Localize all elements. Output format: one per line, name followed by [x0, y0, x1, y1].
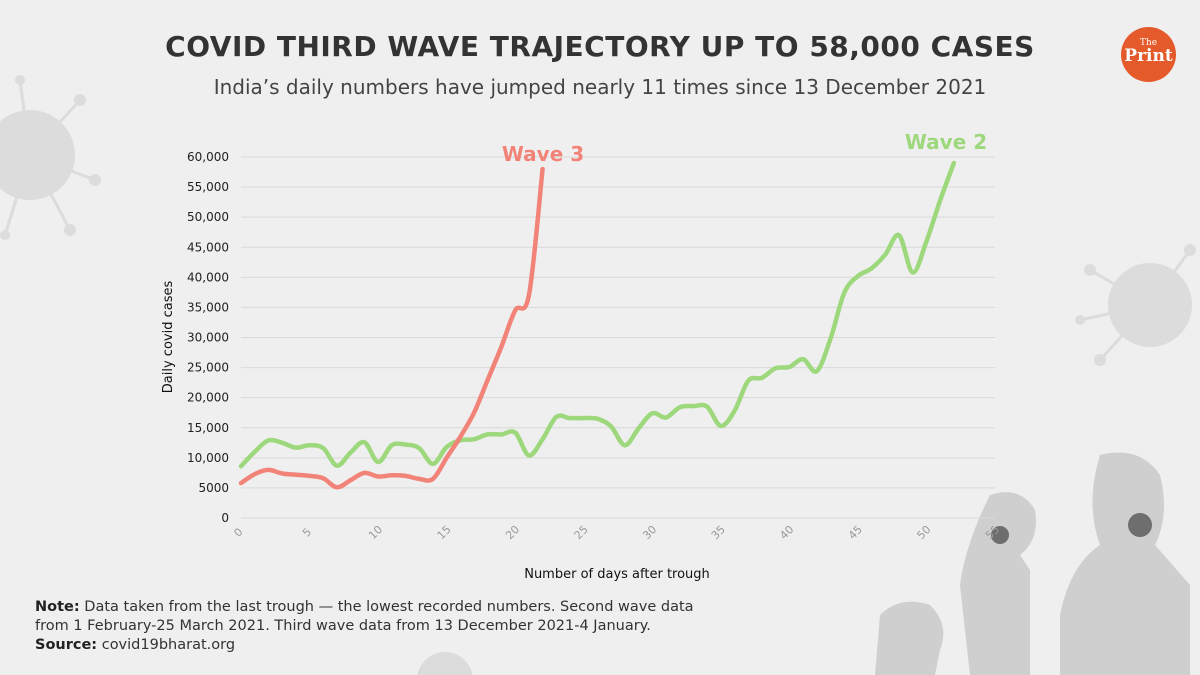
wave-2-label: Wave 2 — [905, 130, 987, 154]
x-tick-label: 25 — [572, 523, 591, 542]
x-tick-label: 40 — [777, 523, 796, 542]
y-tick-label: 25,000 — [187, 361, 229, 375]
source-label: Source: — [35, 637, 98, 653]
logo-the-text: The — [1139, 38, 1158, 48]
source-line: Source: covid19bharat.org — [35, 636, 835, 655]
x-tick-label: 0 — [231, 525, 245, 539]
x-tick-label: 15 — [435, 523, 454, 542]
y-tick-label: 10,000 — [187, 451, 229, 465]
x-tick-label: 20 — [503, 523, 522, 542]
source-text: covid19bharat.org — [97, 637, 236, 653]
virus-decoration-bottom — [417, 652, 473, 675]
x-tick-label: 5 — [300, 525, 314, 539]
x-tick-label: 55 — [983, 523, 1002, 542]
y-tick-label: 15,000 — [187, 421, 229, 435]
y-tick-label: 55,000 — [187, 180, 229, 194]
chart-title: COVID THIRD WAVE TRAJECTORY UP TO 58,000… — [165, 30, 1035, 63]
virus-decoration-left — [0, 75, 101, 240]
x-tick-label: 50 — [914, 523, 933, 542]
y-tick-label: 20,000 — [187, 391, 229, 405]
y-tick-label: 30,000 — [187, 331, 229, 345]
health-workers-photo — [875, 452, 1190, 675]
x-axis-label: Number of days after trough — [524, 567, 710, 582]
footnote: Note: Data taken from the last trough — … — [35, 598, 835, 655]
y-tick-label: 0 — [221, 511, 229, 525]
gridlines — [241, 156, 995, 519]
logo-print-text: Print — [1124, 46, 1173, 66]
x-axis-ticks: 0 5 10 15 20 25 30 35 40 45 50 55 — [231, 523, 1002, 542]
virus-decoration-right — [1075, 244, 1196, 366]
y-tick-label: 45,000 — [187, 240, 229, 254]
note-line-1: Note: Data taken from the last trough — … — [35, 598, 835, 617]
chart-subtitle: India’s daily numbers have jumped nearly… — [213, 75, 987, 99]
x-tick-label: 45 — [846, 523, 865, 542]
y-tick-label: 50,000 — [187, 210, 229, 224]
x-tick-label: 35 — [709, 523, 728, 542]
note-line-2: from 1 February-25 March 2021. Third wav… — [35, 618, 651, 634]
theprint-logo: The Print — [1121, 27, 1176, 82]
wave-3-line — [238, 166, 545, 490]
y-tick-label: 60,000 — [187, 150, 229, 164]
x-tick-label: 10 — [366, 523, 385, 542]
y-tick-label: 35,000 — [187, 300, 229, 314]
x-tick-label: 30 — [640, 523, 659, 542]
y-tick-label: 40,000 — [187, 270, 229, 284]
y-tick-label: 5000 — [198, 481, 229, 495]
note-text-1: Data taken from the last trough — the lo… — [79, 599, 694, 615]
y-axis-ticks: 0 5000 10,000 15,000 20,000 25,000 30,000 35,00… — [187, 150, 229, 525]
note-label: Note: — [35, 599, 80, 615]
wave-2-line — [238, 160, 957, 469]
wave-3-label: Wave 3 — [502, 142, 584, 166]
series-lines — [238, 160, 957, 490]
y-axis-label: Daily covid cases — [161, 281, 176, 394]
